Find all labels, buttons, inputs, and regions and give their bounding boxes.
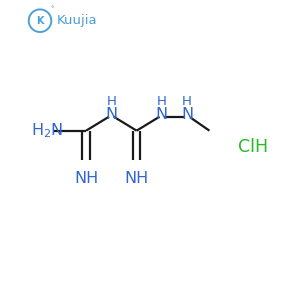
Text: NH: NH (124, 171, 149, 186)
Text: H: H (157, 95, 167, 108)
Text: Kuujia: Kuujia (56, 14, 97, 27)
Text: N: N (156, 107, 168, 122)
Text: ClH: ClH (238, 138, 268, 156)
Text: N: N (181, 107, 193, 122)
Text: H: H (182, 95, 192, 108)
Text: H: H (106, 95, 116, 108)
Text: N: N (105, 107, 117, 122)
Text: K: K (36, 16, 44, 26)
Text: NH: NH (74, 171, 98, 186)
Text: H$_2$N: H$_2$N (31, 121, 63, 140)
Text: °: ° (51, 6, 54, 12)
